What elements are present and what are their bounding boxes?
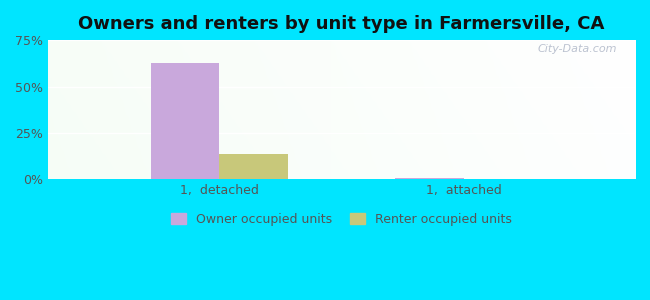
Legend: Owner occupied units, Renter occupied units: Owner occupied units, Renter occupied un… <box>170 213 512 226</box>
Bar <box>463 178 532 179</box>
Bar <box>219 154 287 179</box>
Bar <box>151 63 219 179</box>
Bar <box>395 178 463 179</box>
Text: City-Data.com: City-Data.com <box>538 44 617 54</box>
Title: Owners and renters by unit type in Farmersville, CA: Owners and renters by unit type in Farme… <box>78 15 604 33</box>
